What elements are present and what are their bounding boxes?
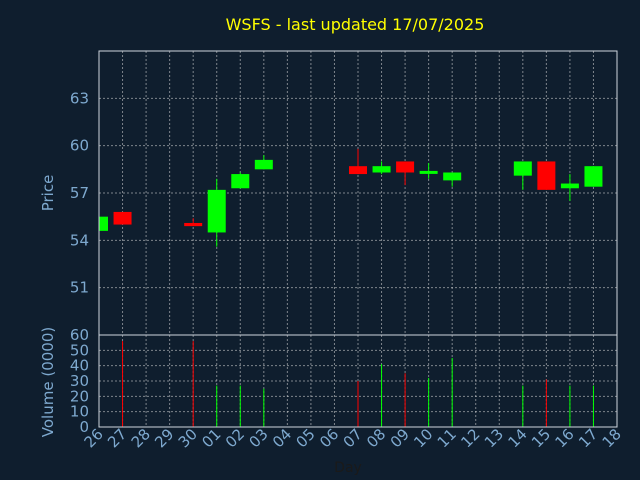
candle-body bbox=[113, 211, 132, 225]
day-tick-label: 12 bbox=[457, 425, 483, 451]
day-tick-label: 28 bbox=[128, 425, 154, 451]
volume-tick-label: 30 bbox=[70, 372, 89, 390]
day-tick-label: 06 bbox=[316, 425, 342, 451]
day-tick-label: 09 bbox=[387, 425, 413, 451]
candle-body bbox=[231, 174, 250, 189]
price-grid bbox=[98, 51, 618, 335]
day-tick-label: 04 bbox=[269, 425, 295, 451]
day-tick-label: 14 bbox=[504, 425, 530, 451]
day-tick-label: 16 bbox=[552, 425, 578, 451]
candle-body bbox=[513, 161, 532, 176]
price-tick-label: 51 bbox=[70, 279, 89, 297]
day-tick-label: 13 bbox=[481, 425, 507, 451]
day-tick-label: 15 bbox=[528, 425, 554, 451]
day-tick-label: 03 bbox=[245, 425, 271, 451]
candle-body bbox=[560, 183, 579, 189]
day-tick-label: 05 bbox=[293, 425, 319, 451]
day-tick-label: 30 bbox=[175, 425, 201, 451]
chart-title: WSFS - last updated 17/07/2025 bbox=[226, 15, 485, 34]
candle-body bbox=[254, 159, 273, 170]
volume-bars bbox=[122, 341, 594, 427]
day-tick-label: 18 bbox=[599, 425, 625, 451]
day-tick-labels: 2627282930010203040506070809101112131415… bbox=[81, 425, 625, 451]
price-axis-label: Price bbox=[39, 175, 57, 212]
day-tick-label: 01 bbox=[198, 425, 224, 451]
candle-body bbox=[99, 216, 108, 231]
volume-tick-label: 40 bbox=[70, 357, 89, 375]
volume-tick-label: 20 bbox=[70, 387, 89, 405]
price-tick-labels: 51 54 57 60 63 bbox=[70, 89, 89, 296]
day-axis-label: Day bbox=[334, 460, 362, 476]
candle-body bbox=[396, 161, 415, 173]
day-tick-label: 07 bbox=[340, 425, 366, 451]
candle-body bbox=[443, 172, 462, 181]
volume-tick-label: 60 bbox=[70, 326, 89, 344]
candle-body bbox=[537, 161, 556, 190]
candle-body bbox=[207, 189, 226, 233]
volume-axis-label: Volume (0000) bbox=[39, 327, 57, 437]
candle-body bbox=[349, 166, 367, 175]
volume-tick-label: 10 bbox=[70, 403, 89, 421]
day-tick-label: 02 bbox=[222, 425, 248, 451]
volume-panel-frame bbox=[98, 334, 618, 428]
day-tick-label: 08 bbox=[363, 425, 389, 451]
candle-body bbox=[419, 170, 438, 174]
candle-body bbox=[372, 166, 391, 173]
price-tick-label: 54 bbox=[70, 231, 89, 249]
candle-body bbox=[584, 166, 603, 187]
day-tick-label: 10 bbox=[410, 425, 436, 451]
day-tick-label: 17 bbox=[575, 425, 601, 451]
day-tick-label: 11 bbox=[434, 425, 460, 451]
day-tick-label: 27 bbox=[104, 425, 130, 451]
price-tick-label: 60 bbox=[70, 137, 89, 155]
volume-tick-label: 0 bbox=[79, 418, 89, 436]
volume-tick-label: 50 bbox=[70, 341, 89, 359]
candles bbox=[98, 148, 603, 247]
day-tick-label: 29 bbox=[151, 425, 177, 451]
price-tick-label: 63 bbox=[70, 89, 89, 107]
price-tick-label: 57 bbox=[70, 184, 89, 202]
candle-body bbox=[184, 222, 203, 227]
